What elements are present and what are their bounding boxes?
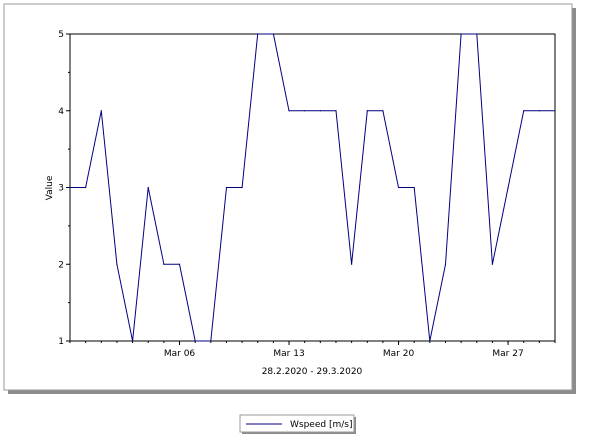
x-tick-label: Mar 13: [273, 349, 304, 359]
data-point: [444, 263, 447, 265]
data-point: [225, 186, 228, 189]
data-point: [319, 110, 321, 112]
data-point: [100, 110, 102, 112]
y-tick-label: 2: [58, 260, 64, 270]
data-point: [429, 340, 431, 342]
data-point: [507, 186, 509, 189]
y-tick-label: 4: [58, 107, 64, 117]
y-tick-label: 1: [58, 337, 64, 347]
data-point: [69, 186, 71, 189]
data-point: [194, 340, 196, 342]
series-line-wspeed: [70, 33, 555, 342]
data-point: [366, 110, 368, 112]
x-axis: Mar 06 Mar 13 Mar 20 Mar 27: [69, 341, 556, 359]
legend-entry-wspeed: Wspeed [m/s]: [290, 420, 352, 430]
data-point: [523, 110, 525, 112]
plot-area: [69, 33, 556, 342]
data-point: [131, 340, 134, 342]
legend-box: [239, 414, 355, 433]
data-point: [382, 110, 384, 112]
data-point: [397, 186, 400, 189]
data-point: [304, 110, 306, 112]
data-point: [257, 33, 259, 35]
x-tick-label: Mar 27: [492, 349, 523, 359]
series-layer: [69, 33, 556, 342]
legend: Wspeed [m/s]: [239, 414, 356, 434]
data-point: [241, 186, 243, 189]
data-point: [460, 33, 462, 35]
y-axis: 1 2 3 4 5: [58, 30, 70, 347]
data-point: [538, 110, 540, 112]
data-point: [147, 186, 149, 189]
y-tick-label: 3: [58, 184, 64, 194]
data-point: [116, 263, 118, 265]
x-tick-label: Mar 20: [383, 349, 415, 359]
data-point: [491, 263, 494, 265]
data-point: [272, 33, 274, 35]
data-point: [554, 110, 556, 112]
y-tick-label: 5: [58, 30, 64, 40]
data-point: [476, 33, 478, 35]
data-point: [413, 186, 415, 189]
data-point: [163, 263, 165, 265]
data-point: [178, 263, 181, 265]
data-point: [85, 186, 87, 189]
data-point: [288, 110, 290, 112]
data-point: [210, 340, 212, 342]
x-tick-label: Mar 06: [164, 349, 196, 359]
data-point: [335, 110, 337, 112]
y-axis-label: Value: [45, 175, 55, 200]
data-point: [351, 263, 353, 265]
x-axis-label: 28.2.2020 - 29.3.2020: [262, 367, 363, 377]
